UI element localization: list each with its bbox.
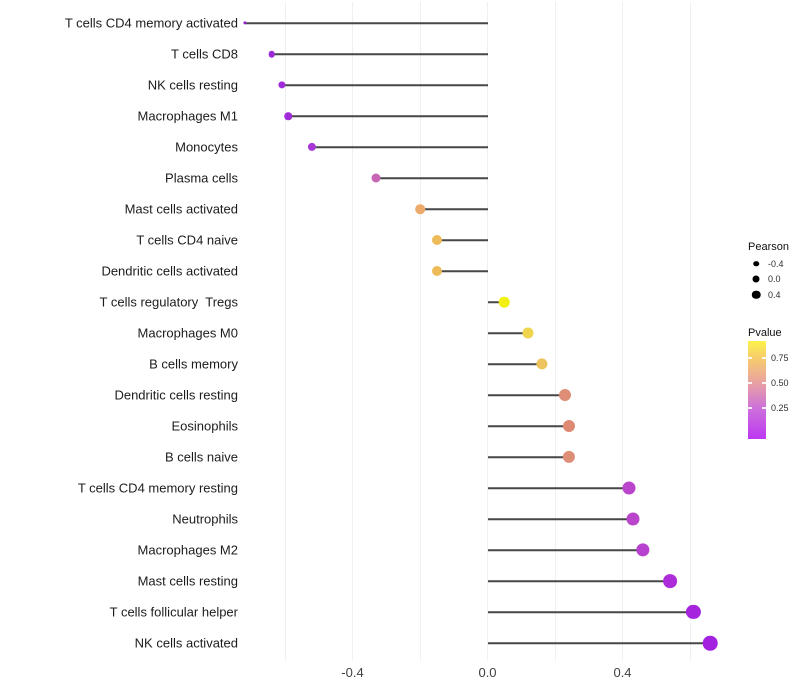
data-point-dot	[636, 543, 650, 557]
y-axis-label: Dendritic cells activated	[101, 263, 238, 279]
lollipop-stem	[288, 115, 488, 117]
lollipop-stem	[487, 425, 569, 427]
legend-size-label: 0.4	[768, 289, 781, 300]
gridline	[419, 2, 421, 661]
data-point-dot	[522, 327, 534, 339]
y-axis-label: T cells CD4 naive	[136, 232, 238, 248]
y-axis-label: Macrophages M2	[137, 542, 238, 558]
data-point-dot	[562, 450, 575, 464]
lollipop-stem	[487, 518, 633, 520]
legend-pvalue-title: Pvalue	[748, 327, 782, 339]
legend-size-label: 0.0	[768, 274, 781, 284]
lollipop-stem	[487, 394, 566, 396]
x-axis-tick-label: 0.4	[613, 665, 632, 680]
x-axis-tick-label: 0.0	[478, 665, 497, 680]
data-point-dot	[415, 204, 425, 214]
y-axis-label: T cells CD8	[171, 46, 238, 62]
gradient-tick	[748, 357, 752, 359]
y-axis-label: T cells CD4 memory resting	[77, 480, 238, 496]
legend-pearson-title: Pearson	[748, 241, 789, 253]
data-point-dot	[559, 389, 572, 401]
legend-size-dot	[751, 290, 761, 299]
lollipop-stem	[420, 208, 488, 210]
y-axis-label: Neutrophils	[172, 511, 238, 527]
y-axis-label: Eosinophils	[171, 418, 239, 434]
data-point-dot	[499, 296, 510, 308]
gridline	[689, 2, 691, 661]
legend-size-dot	[752, 275, 760, 283]
data-point-dot	[278, 81, 286, 89]
gradient-tick	[762, 382, 766, 384]
y-axis-label: NK cells resting	[147, 77, 238, 93]
data-point-dot	[562, 420, 575, 432]
data-point-dot	[535, 358, 548, 370]
data-point-dot	[284, 112, 293, 120]
lollipop-stem	[487, 580, 670, 582]
data-point-dot	[242, 21, 247, 25]
y-axis-label: T cells regulatory Tregs	[99, 294, 238, 310]
gradient-tick	[762, 357, 766, 359]
data-point-dot	[702, 635, 718, 651]
data-point-dot	[622, 481, 636, 495]
y-axis-label: Macrophages M1	[137, 108, 238, 124]
lollipop-stem	[487, 363, 542, 365]
y-axis-label: Mast cells resting	[137, 573, 238, 589]
data-point-dot	[686, 604, 701, 620]
gridline	[487, 2, 488, 661]
y-axis-label: T cells follicular helper	[109, 604, 238, 620]
lollipop-stem	[487, 642, 711, 644]
lollipop-stem	[487, 332, 528, 334]
gradient-tick-label: 0.50	[771, 378, 789, 388]
gradient-tick-label: 0.75	[771, 353, 789, 363]
lollipop-stem	[436, 270, 488, 272]
gradient-tick	[748, 407, 752, 409]
gradient-tick	[748, 382, 752, 384]
data-point-dot	[626, 512, 640, 526]
lollipop-stem	[487, 549, 643, 551]
data-point-dot	[662, 574, 677, 588]
y-axis-label: NK cells activated	[134, 635, 238, 651]
x-axis-tick-label: -0.4	[341, 665, 364, 680]
lollipop-stem	[271, 53, 488, 55]
gridline	[284, 2, 286, 661]
y-axis-label: Macrophages M0	[137, 325, 238, 341]
y-axis-label: Mast cells activated	[124, 201, 238, 217]
gradient-tick-label: 0.25	[771, 403, 789, 413]
data-point-dot	[431, 266, 442, 276]
legend-size-label: -0.4	[768, 258, 784, 269]
y-axis-label: Monocytes	[175, 139, 238, 155]
data-point-dot	[371, 173, 381, 183]
gradient-tick	[762, 407, 766, 409]
data-point-dot	[268, 50, 275, 58]
lollipop-stem	[436, 239, 488, 241]
lollipop-stem	[487, 611, 694, 613]
data-point-dot	[431, 235, 442, 245]
lollipop-stem	[244, 22, 488, 24]
lollipop-stem	[312, 146, 488, 148]
lollipop-stem	[487, 487, 630, 489]
y-axis-label: Plasma cells	[165, 170, 238, 186]
y-axis-label: Dendritic cells resting	[114, 387, 238, 403]
pvalue-gradient-bar	[748, 341, 766, 439]
gridline	[622, 2, 623, 661]
lollipop-stem	[487, 456, 569, 458]
y-axis-label: T cells CD4 memory activated	[64, 15, 238, 31]
y-axis-label: B cells memory	[149, 356, 238, 372]
gridline	[352, 2, 353, 661]
gridline	[554, 2, 556, 661]
data-point-dot	[307, 142, 317, 152]
lollipop-stem	[487, 301, 505, 303]
lollipop-stem	[376, 177, 488, 179]
y-axis-label: B cells naive	[165, 449, 238, 465]
lollipop-stem	[281, 84, 488, 86]
legend-size-dot	[753, 260, 759, 267]
